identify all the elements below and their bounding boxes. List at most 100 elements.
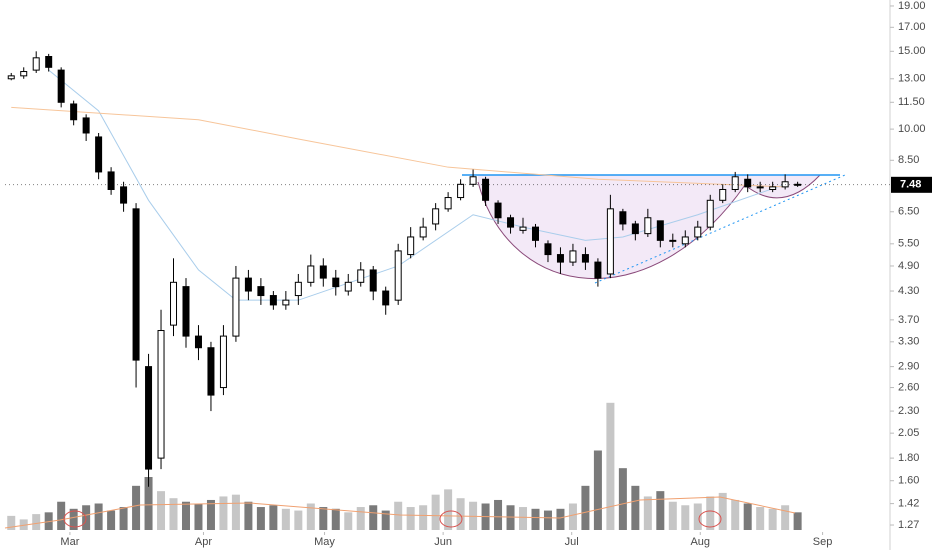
volume-bar xyxy=(531,508,540,530)
x-tick-label: Sep xyxy=(813,536,833,548)
y-tick-label: 1.42 xyxy=(898,498,919,510)
volume-bar xyxy=(119,507,128,530)
y-tick-label: 2.05 xyxy=(898,427,919,439)
candle-body xyxy=(494,202,502,219)
candle-body xyxy=(781,181,789,188)
handle-arc xyxy=(744,174,821,199)
y-tick-label: 17.00 xyxy=(898,21,926,33)
volume-bar xyxy=(356,507,365,530)
volume-bar xyxy=(456,498,465,530)
candle-body xyxy=(457,183,465,199)
volume-bar xyxy=(256,507,265,530)
candle-body xyxy=(419,226,427,238)
candle-body xyxy=(519,226,527,231)
candle-body xyxy=(344,281,352,292)
volume-bar xyxy=(306,503,315,530)
candle-body xyxy=(257,286,265,297)
candle-body xyxy=(744,178,752,188)
candle-body xyxy=(132,208,140,361)
candle-body xyxy=(244,277,252,292)
candle-body xyxy=(369,269,377,292)
volume-bar xyxy=(206,499,215,530)
volume-bar xyxy=(294,510,303,530)
volume-bar xyxy=(169,498,178,530)
candle-body xyxy=(232,277,240,337)
candle-body xyxy=(82,117,90,134)
y-tick-label: 19.00 xyxy=(898,0,926,12)
candle-body xyxy=(444,197,452,210)
volume-bar xyxy=(219,496,228,530)
candle-body xyxy=(32,57,40,71)
volume-bar xyxy=(419,505,428,530)
volume-bar xyxy=(656,491,665,530)
candle-body xyxy=(606,208,614,275)
y-tick-label: 11.50 xyxy=(898,96,925,108)
volume-bar xyxy=(681,505,690,530)
candle-body xyxy=(432,208,440,225)
volume-bar xyxy=(7,515,16,530)
candle-body xyxy=(756,186,764,189)
candle-body xyxy=(294,281,302,297)
candle-body xyxy=(669,239,677,242)
candle-body xyxy=(145,366,153,470)
candle-body xyxy=(45,56,53,68)
volume-bar xyxy=(107,510,116,530)
volume-bar xyxy=(157,491,166,530)
candle-body xyxy=(57,69,65,103)
candle-body xyxy=(107,171,115,190)
candle-body xyxy=(182,286,190,337)
y-tick-label: 15.00 xyxy=(898,45,926,57)
volume-bar xyxy=(244,501,253,530)
volume-bar xyxy=(568,503,577,530)
x-tick-label: Apr xyxy=(195,536,212,548)
volume-bar xyxy=(469,501,478,530)
volume-bar xyxy=(768,508,777,530)
volume-marker xyxy=(63,510,87,528)
candle-body xyxy=(120,186,128,204)
candle-body xyxy=(644,217,652,235)
volume-bar xyxy=(32,514,41,530)
x-tick-label: Jun xyxy=(434,536,452,548)
volume-bar xyxy=(381,510,390,530)
candle-body xyxy=(170,281,178,326)
volume-bar xyxy=(319,507,328,530)
y-tick-label: 1.60 xyxy=(898,475,919,487)
volume-bar xyxy=(793,512,802,530)
volume-bar xyxy=(19,519,28,530)
volume-bar xyxy=(631,485,640,530)
candle-body xyxy=(681,236,689,245)
volume-bar xyxy=(743,503,752,530)
volume-bar xyxy=(406,507,415,530)
candle-body xyxy=(407,236,415,256)
cup-arc xyxy=(477,181,746,280)
volume-bar xyxy=(519,507,528,530)
candle-body xyxy=(157,330,165,459)
y-tick-label: 5.50 xyxy=(898,238,919,250)
y-tick-label: 8.50 xyxy=(898,154,919,166)
candle-body xyxy=(594,261,602,279)
y-tick-label: 4.90 xyxy=(898,260,919,272)
volume-bar xyxy=(281,508,290,530)
volume-bar xyxy=(606,402,615,530)
volume-pane xyxy=(7,402,802,530)
y-tick-label: 3.30 xyxy=(898,336,919,348)
x-tick-label: Aug xyxy=(690,536,710,548)
trend-line xyxy=(594,174,846,284)
y-tick-label: 1.27 xyxy=(898,519,919,531)
candle-body xyxy=(357,269,365,283)
candle-body xyxy=(194,335,202,349)
candle-body xyxy=(269,295,277,306)
volume-bar xyxy=(706,496,715,530)
candle-body xyxy=(531,226,539,241)
candle-body xyxy=(769,186,777,190)
volume-bar xyxy=(144,477,153,530)
y-tick-label: 10.00 xyxy=(898,123,926,135)
candle-body xyxy=(507,217,515,228)
volume-bar xyxy=(593,450,602,530)
volume-bar xyxy=(718,492,727,530)
volume-bar xyxy=(369,505,378,530)
volume-bar xyxy=(494,499,503,530)
candle-body xyxy=(556,254,564,263)
y-tick-label: 3.70 xyxy=(898,314,919,326)
